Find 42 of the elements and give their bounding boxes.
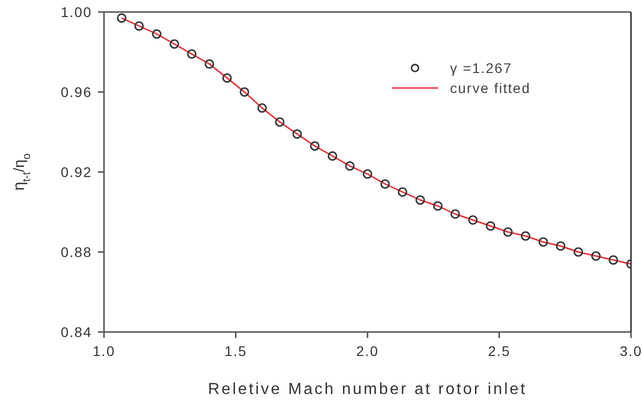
y-tick-label: 1.00	[60, 4, 92, 20]
x-tick-label: 2.5	[488, 342, 510, 359]
point	[152, 29, 162, 39]
point	[591, 251, 601, 261]
x-tick-label: 2.0	[356, 342, 379, 359]
point	[398, 187, 408, 197]
x-tick-label: 1.0	[92, 342, 116, 359]
y-tick-label: 0.96	[60, 84, 92, 100]
point	[186, 49, 196, 59]
point	[450, 209, 460, 219]
point	[503, 227, 513, 237]
point	[556, 241, 566, 251]
y-tick-label: 0.88	[60, 244, 92, 260]
point	[116, 13, 126, 23]
point	[204, 59, 214, 69]
point	[520, 231, 530, 241]
legend-label: γ =1.267	[450, 60, 512, 76]
point	[292, 129, 302, 139]
point	[134, 21, 144, 31]
point	[433, 201, 443, 211]
point	[345, 161, 355, 171]
point	[608, 255, 618, 265]
point	[486, 221, 496, 231]
point	[275, 117, 285, 127]
point	[222, 73, 232, 83]
point	[240, 87, 250, 97]
point	[362, 169, 372, 179]
point	[310, 141, 320, 151]
point	[257, 103, 267, 113]
point	[468, 215, 478, 225]
point	[415, 195, 425, 205]
point	[170, 39, 180, 49]
legend-label: curve fitted	[450, 80, 530, 96]
x-tick-label: 1.5	[224, 342, 247, 359]
point	[574, 247, 584, 257]
point	[328, 151, 338, 161]
x-axis-title: Reletive Mach number at rotor inlet	[208, 381, 527, 398]
y-tick-label: 0.92	[60, 164, 92, 180]
point	[538, 237, 548, 247]
point	[380, 179, 390, 189]
y-tick-label: 0.84	[60, 324, 92, 340]
x-tick-label: 3.0	[620, 342, 642, 359]
